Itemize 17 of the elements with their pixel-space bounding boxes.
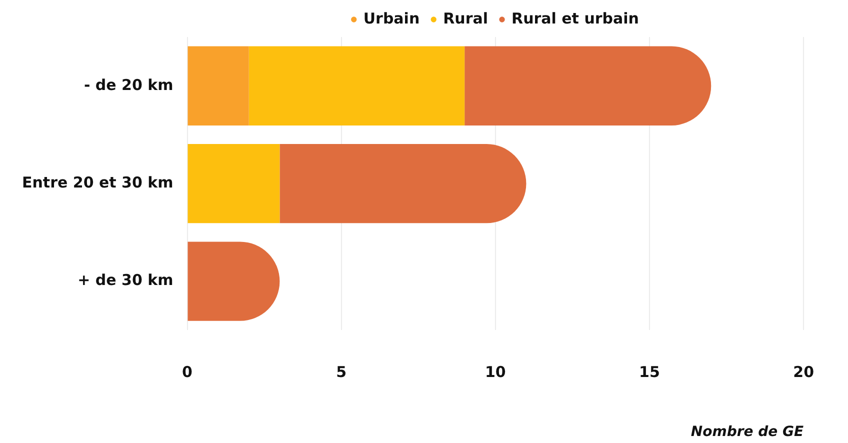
x-tick-label: 20	[793, 363, 814, 382]
legend-label: Rural et urbain	[512, 9, 639, 28]
bar	[248, 46, 465, 126]
bar	[188, 46, 249, 126]
x-tick-label: 10	[484, 363, 506, 382]
x-tick-label: 15	[639, 363, 660, 382]
x-tick-label: 0	[182, 363, 192, 382]
bar	[188, 144, 280, 224]
y-tick-label: Entre 20 et 30 km	[22, 173, 174, 192]
x-axis-title: Nombre de GE	[690, 424, 804, 440]
y-tick-label: + de 30 km	[78, 271, 174, 290]
x-tick-label: 5	[336, 363, 347, 382]
y-tick-label: - de 20 km	[84, 76, 174, 94]
bar	[280, 144, 526, 224]
legend-label: Rural	[443, 9, 488, 28]
bar	[464, 46, 712, 126]
legend-label: Urbain	[363, 9, 420, 28]
